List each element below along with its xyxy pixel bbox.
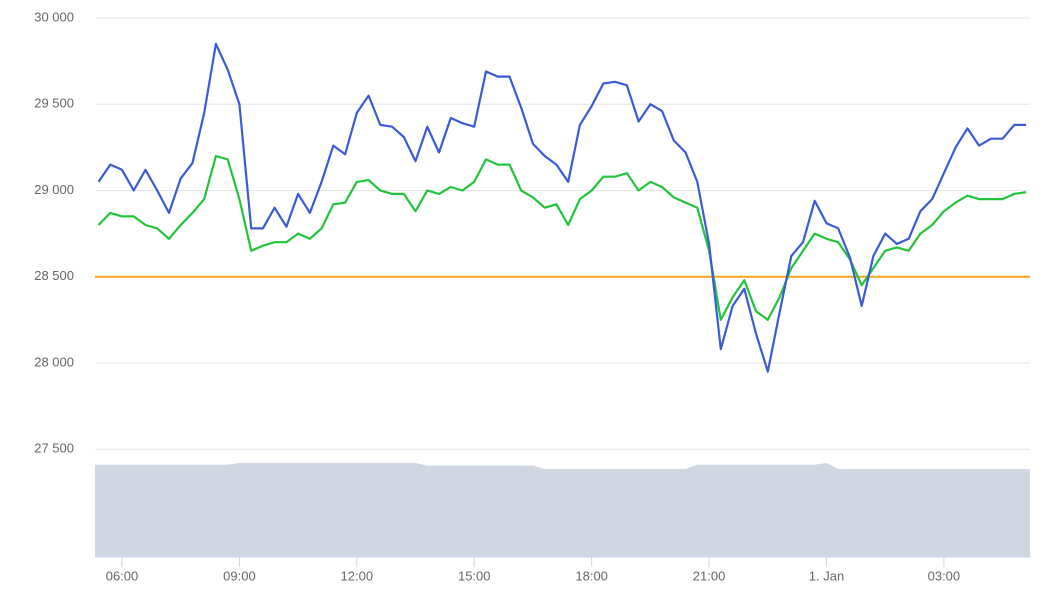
volume-area <box>95 463 1030 557</box>
x-tick-label: 1. Jan <box>809 568 844 583</box>
x-tick-label: 21:00 <box>693 568 726 583</box>
x-tick-label: 12:00 <box>341 568 374 583</box>
price-line <box>97 154 1027 321</box>
y-tick-label: 27 500 <box>34 441 74 456</box>
x-tick-label: 15:00 <box>458 568 491 583</box>
y-tick-label: 28 000 <box>34 354 74 369</box>
y-tick-label: 28 500 <box>34 268 74 283</box>
price-line <box>97 42 1027 373</box>
y-tick-label: 30 000 <box>34 9 74 24</box>
x-tick-label: 09:00 <box>223 568 256 583</box>
y-tick-label: 29 500 <box>34 96 74 111</box>
x-tick-label: 06:00 <box>106 568 139 583</box>
y-tick-label: 29 000 <box>34 182 74 197</box>
x-tick-label: 18:00 <box>575 568 608 583</box>
x-tick-label: 03:00 <box>928 568 961 583</box>
